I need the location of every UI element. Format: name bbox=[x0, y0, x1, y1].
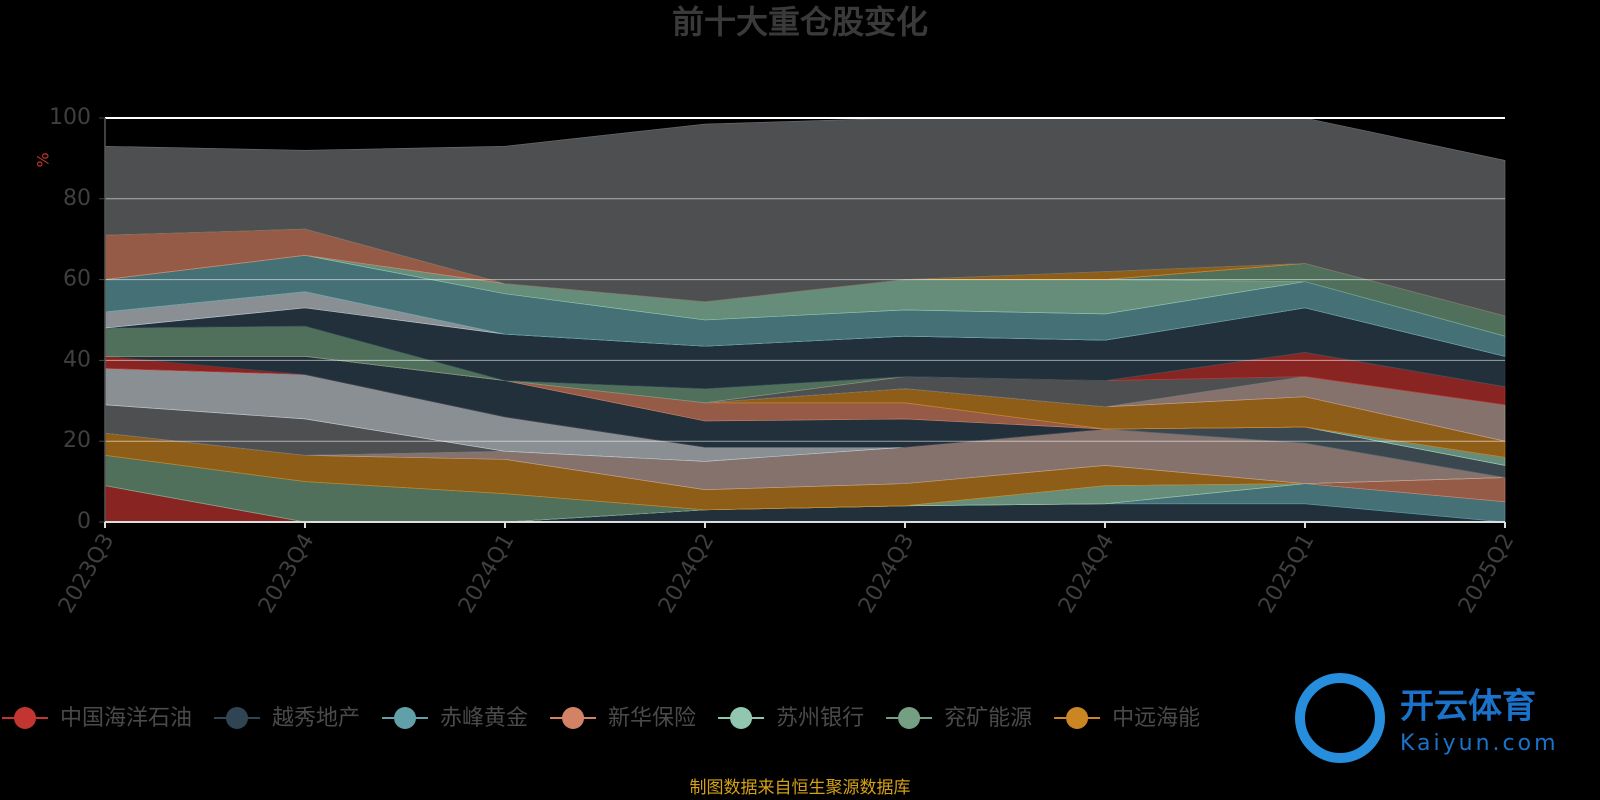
legend-label: 赤峰黄金 bbox=[440, 706, 528, 731]
legend-label: 兖矿能源 bbox=[944, 706, 1032, 731]
legend-item[interactable]: 越秀地产 bbox=[214, 706, 360, 731]
watermark: 开云体育 Kaiyun.com bbox=[1295, 673, 1559, 763]
y-tick-label: 20 bbox=[63, 428, 91, 453]
x-tick-label: 2023Q4 bbox=[254, 530, 319, 618]
x-tick-label: 2024Q1 bbox=[454, 530, 519, 618]
y-tick-label: 60 bbox=[63, 267, 91, 292]
legend-label: 越秀地产 bbox=[272, 706, 360, 731]
legend-item[interactable]: 兖矿能源 bbox=[886, 706, 1032, 731]
watermark-text: 开云体育 bbox=[1400, 687, 1536, 727]
x-tick-label: 2025Q2 bbox=[1454, 530, 1519, 618]
x-tick-label: 2024Q2 bbox=[654, 530, 719, 618]
legend-marker bbox=[898, 707, 921, 729]
legend-label: 苏州银行 bbox=[776, 706, 864, 731]
legend-marker bbox=[14, 707, 36, 729]
y-tick-label: 0 bbox=[77, 509, 91, 534]
source-note: 制图数据来自恒生聚源数据库 bbox=[690, 778, 911, 798]
watermark-logo bbox=[1295, 673, 1385, 763]
legend-item[interactable]: 中国海洋石油 bbox=[2, 706, 192, 731]
x-tick-label: 2023Q3 bbox=[54, 530, 119, 618]
legend-marker bbox=[730, 707, 753, 729]
legend-label: 中远海能 bbox=[1112, 706, 1200, 731]
legend-item[interactable]: 赤峰黄金 bbox=[382, 706, 528, 731]
area bbox=[104, 117, 1506, 317]
y-tick-label: 40 bbox=[63, 347, 91, 372]
x-tick-label: 2025Q1 bbox=[1254, 530, 1319, 618]
legend-item[interactable]: 新华保险 bbox=[550, 706, 696, 731]
areas bbox=[104, 117, 1506, 523]
y-tick-label: 80 bbox=[63, 186, 91, 211]
legend-label: 中国海洋石油 bbox=[60, 706, 192, 731]
legend-marker bbox=[562, 707, 585, 729]
x-tick-label: 2024Q3 bbox=[854, 530, 919, 618]
watermark-text: Kaiyun.com bbox=[1400, 731, 1559, 756]
legend-marker bbox=[394, 707, 417, 729]
y-tick-label: 100 bbox=[49, 105, 91, 130]
x-tick-label: 2024Q4 bbox=[1054, 530, 1119, 618]
legend-item[interactable]: 中远海能 bbox=[1054, 706, 1200, 731]
chart-title: 前十大重仓股变化 bbox=[672, 3, 928, 41]
legend-item[interactable]: 苏州银行 bbox=[718, 706, 864, 731]
legend-marker bbox=[1066, 707, 1089, 729]
legend-marker bbox=[226, 707, 249, 729]
y-axis-label: % bbox=[34, 152, 53, 167]
legend-label: 新华保险 bbox=[608, 706, 696, 731]
